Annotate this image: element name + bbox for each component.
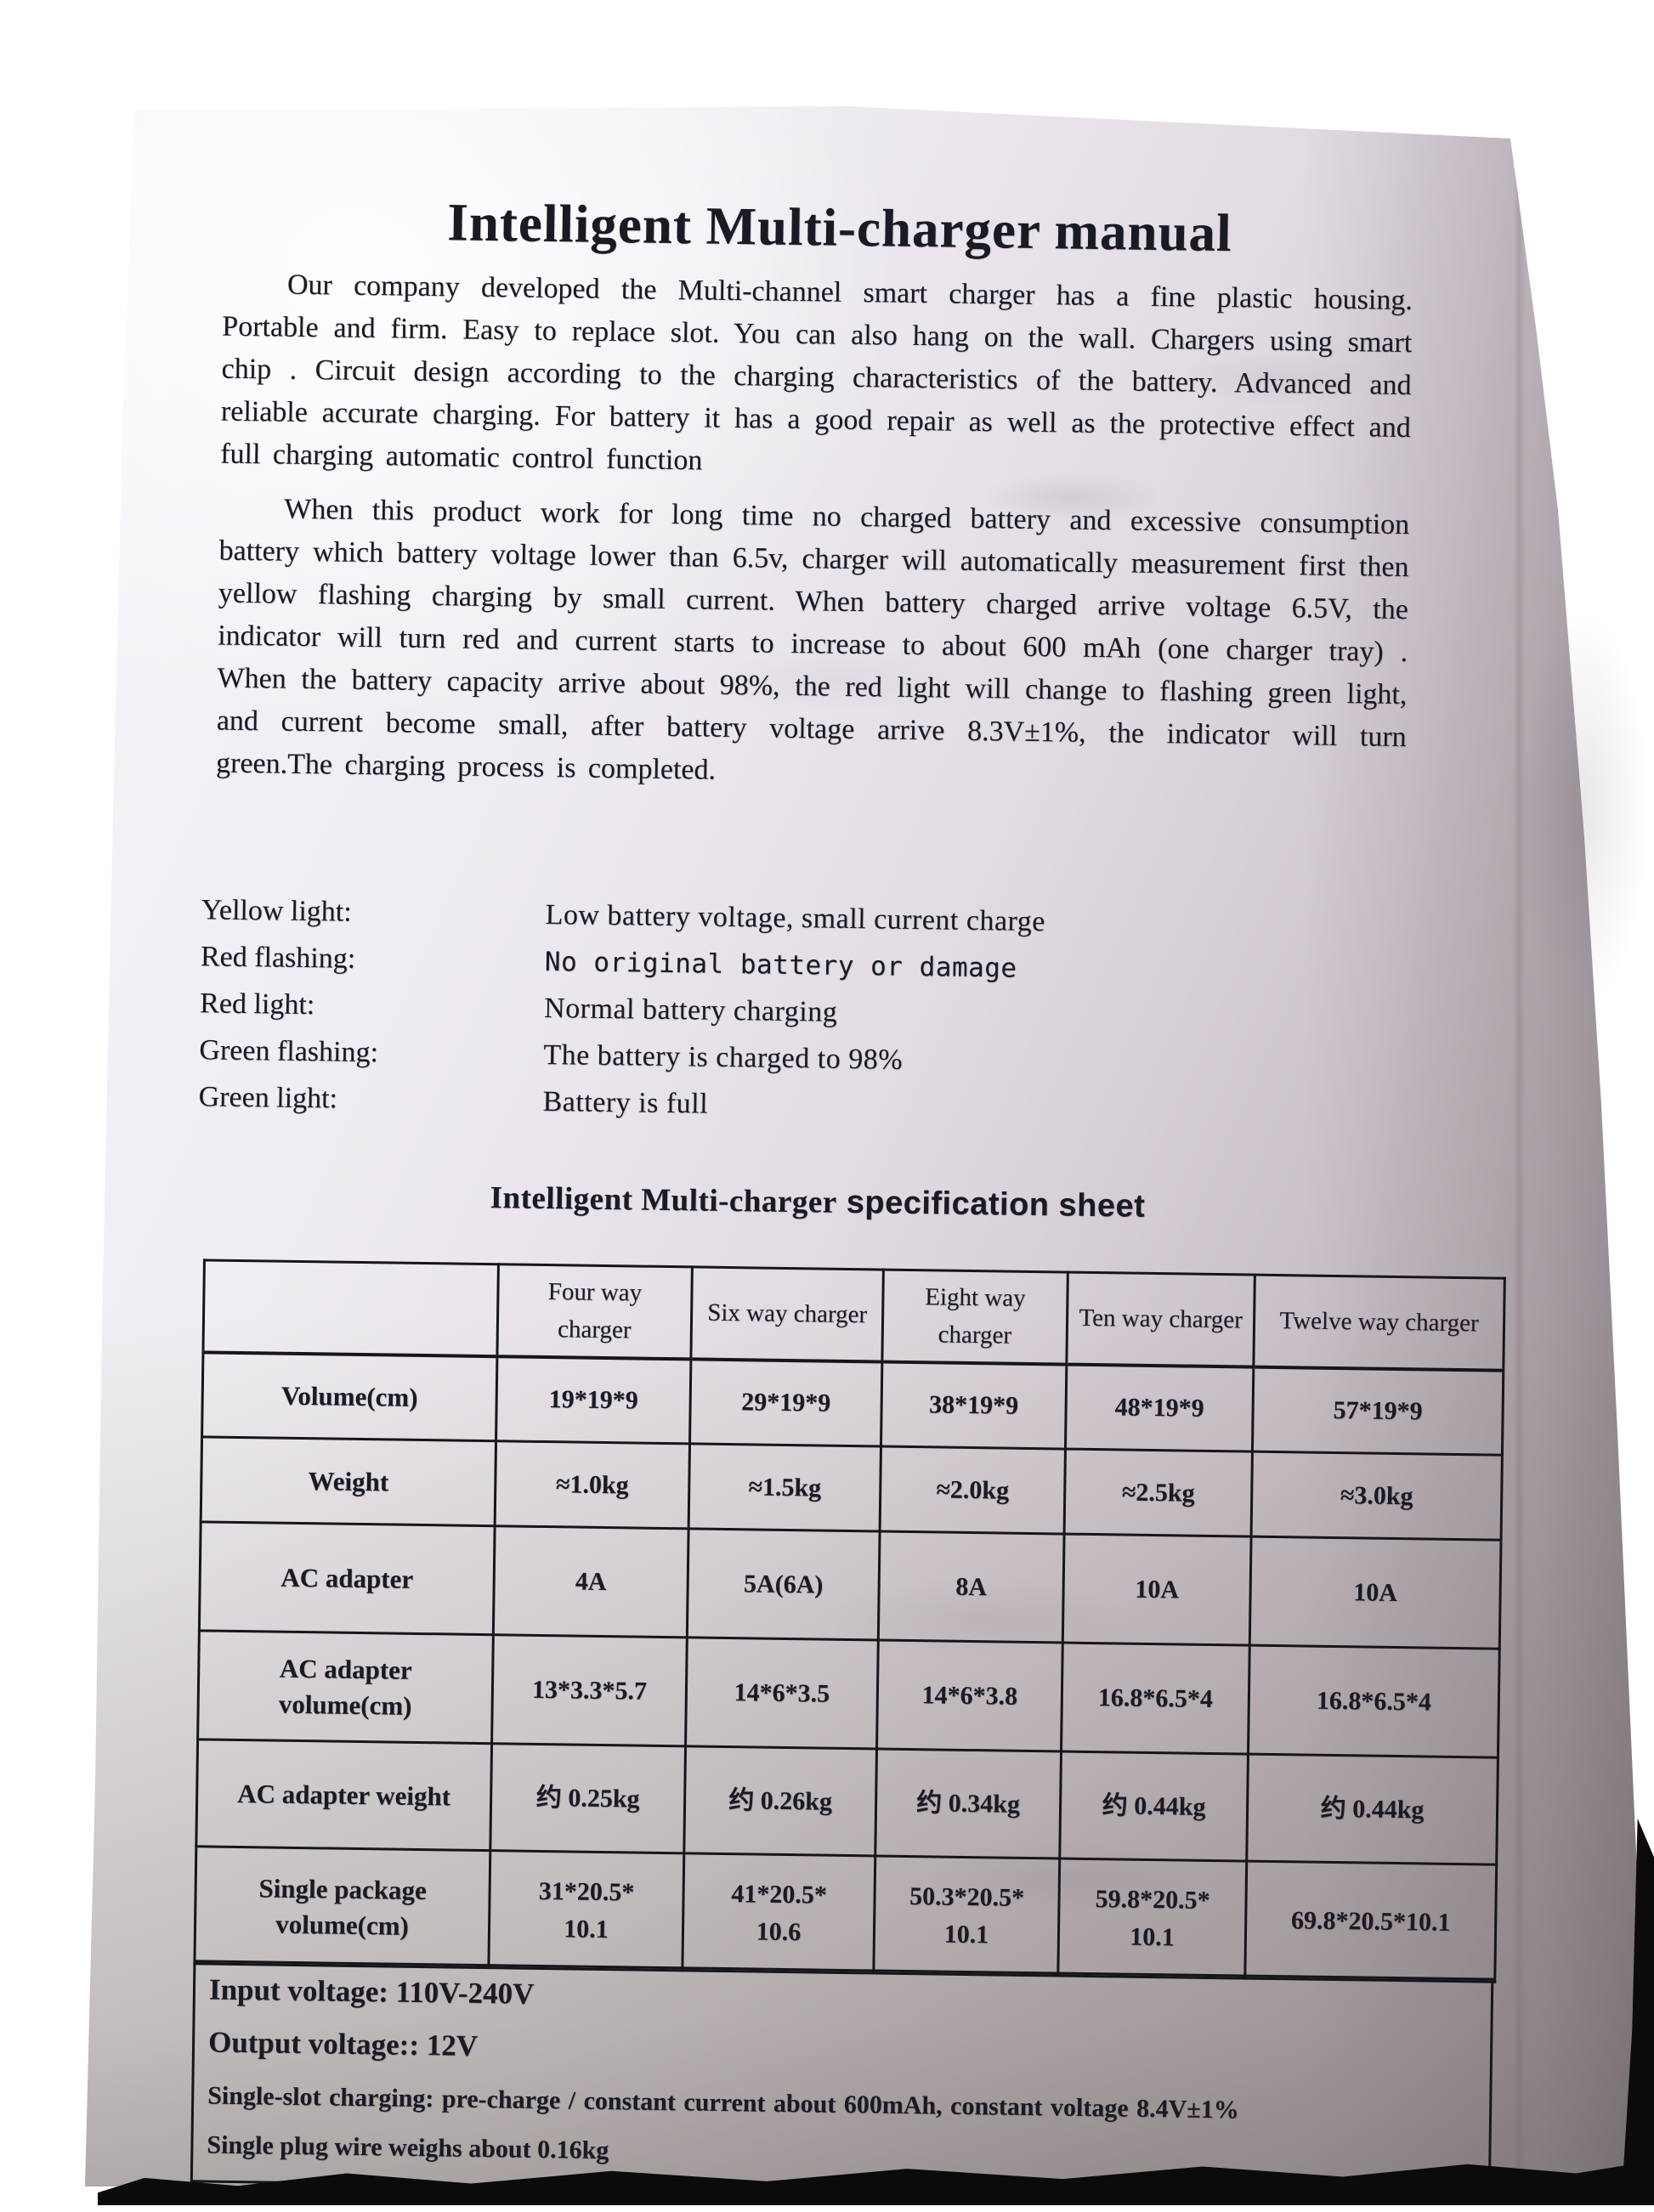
spec-cell: ≈3.0kg bbox=[1251, 1451, 1503, 1541]
spec-cell: 约 0.44kg bbox=[1059, 1751, 1249, 1862]
indicator-desc: Battery is full bbox=[542, 1085, 709, 1120]
spec-cell: 10A bbox=[1249, 1536, 1502, 1649]
table-row-single-package-volume: Single package volume(cm) 31*20.5* 10.1 … bbox=[194, 1846, 1497, 1983]
spec-cell: 约 0.44kg bbox=[1246, 1754, 1498, 1865]
indicator-desc: Low battery voltage, small current charg… bbox=[545, 898, 1046, 938]
spec-cell: 50.3*20.5* 10.1 bbox=[873, 1855, 1060, 1977]
table-row-ac-adapter-weight: AC adapter weight 约 0.25kg 约 0.26kg 约 0.… bbox=[195, 1739, 1498, 1865]
table-corner-cell bbox=[202, 1259, 499, 1356]
spec-cell: 14*6*3.5 bbox=[685, 1637, 879, 1749]
row-label: Weight bbox=[201, 1436, 496, 1526]
indicator-legend: Yellow light: Low battery voltage, small … bbox=[198, 886, 1493, 1138]
row-label: Volume(cm) bbox=[201, 1351, 497, 1441]
spec-cell: 48*19*9 bbox=[1065, 1364, 1254, 1452]
intro-paragraph: Our company developed the Multi-channel … bbox=[219, 269, 1413, 477]
spec-cell: ≈1.0kg bbox=[495, 1440, 690, 1529]
spec-cell: 14*6*3.8 bbox=[876, 1640, 1063, 1752]
spec-cell: 5A(6A) bbox=[687, 1528, 881, 1641]
indicator-label: Red flashing: bbox=[200, 941, 356, 975]
row-label: Single package volume(cm) bbox=[194, 1846, 490, 1968]
indicator-label: Red light: bbox=[199, 987, 315, 1021]
spec-cell: ≈2.0kg bbox=[880, 1446, 1066, 1535]
indicator-label: Green light: bbox=[198, 1081, 338, 1115]
indicator-desc: Normal battery charging bbox=[543, 992, 838, 1028]
spec-cell: 4A bbox=[493, 1525, 689, 1638]
spec-cell: 10A bbox=[1062, 1534, 1252, 1646]
indicator-desc: The battery is charged to 98% bbox=[543, 1038, 903, 1076]
table-header-row: Four way charger Six way charger Eight w… bbox=[202, 1259, 1505, 1371]
spec-cell: 13*3.3*5.7 bbox=[491, 1634, 688, 1746]
row-label: AC adapter weight bbox=[195, 1739, 492, 1851]
specification-table: Four way charger Six way charger Eight w… bbox=[193, 1259, 1505, 1983]
input-voltage-line: Input voltage: 110V-240V bbox=[208, 1972, 535, 2011]
spec-cell: ≈1.5kg bbox=[688, 1443, 881, 1532]
spec-cell: ≈2.5kg bbox=[1064, 1449, 1253, 1537]
spec-cell: 38*19*9 bbox=[881, 1361, 1067, 1450]
spec-heading-serif-part: Intelligent Multi-charger bbox=[490, 1180, 838, 1220]
row-label: AC adapter volume(cm) bbox=[197, 1630, 494, 1744]
indicator-label: Yellow light: bbox=[201, 894, 352, 928]
single-slot-charging-line: Single-slot charging: pre-charge / const… bbox=[207, 2081, 1240, 2124]
row-label: AC adapter bbox=[199, 1521, 496, 1635]
output-voltage-line: Output voltage:: 12V bbox=[207, 2025, 479, 2062]
spec-cell: 8A bbox=[878, 1531, 1065, 1643]
spec-cell: 16.8*6.5*4 bbox=[1248, 1645, 1500, 1758]
spec-cell: 约 0.25kg bbox=[490, 1743, 686, 1853]
col-header-twelve-way: Twelve way charger bbox=[1253, 1275, 1505, 1371]
col-header-four-way: Four way charger bbox=[496, 1264, 693, 1359]
paper-sheet bbox=[85, 106, 1649, 2187]
page-title: Intelligent Multi-charger manual bbox=[446, 192, 1233, 263]
spec-cell: 19*19*9 bbox=[496, 1355, 691, 1444]
spec-cell: 57*19*9 bbox=[1252, 1366, 1504, 1456]
indicator-label: Green flashing: bbox=[199, 1034, 379, 1069]
col-header-six-way: Six way charger bbox=[690, 1266, 884, 1362]
spec-cell: 31*20.5* 10.1 bbox=[488, 1850, 684, 1971]
charging-process-paragraph: When this product work for long time no … bbox=[215, 493, 1410, 786]
spec-heading-sans-part: specification sheet bbox=[836, 1184, 1146, 1225]
spec-sheet-heading: Intelligent Multi-charger specification … bbox=[112, 1174, 1523, 1230]
spec-cell: 59.8*20.5* 10.1 bbox=[1057, 1858, 1247, 1979]
col-header-eight-way: Eight way charger bbox=[881, 1270, 1068, 1365]
electrical-specs-box: Input voltage: 110V-240V Output voltage:… bbox=[190, 1960, 1494, 2201]
plug-wire-weight-line: Single plug wire weighs about 0.16kg bbox=[207, 2130, 609, 2165]
manual-page-content: Intelligent Multi-charger manual Our com… bbox=[99, 102, 1555, 2212]
spec-cell: 约 0.34kg bbox=[875, 1748, 1062, 1859]
spec-cell: 41*20.5* 10.6 bbox=[682, 1853, 875, 1973]
table-row-ac-adapter-volume: AC adapter volume(cm) 13*3.3*5.7 14*6*3.… bbox=[197, 1630, 1500, 1758]
spec-cell: 16.8*6.5*4 bbox=[1061, 1643, 1250, 1755]
spec-cell: 69.8*20.5*10.1 bbox=[1244, 1861, 1497, 1983]
table-row-ac-adapter: AC adapter 4A 5A(6A) 8A 10A 10A bbox=[199, 1521, 1502, 1649]
col-header-ten-way: Ten way charger bbox=[1066, 1272, 1255, 1367]
spec-cell: 约 0.26kg bbox=[683, 1745, 877, 1856]
indicator-desc: No original battery or damage bbox=[544, 946, 1017, 984]
spec-cell: 29*19*9 bbox=[689, 1358, 882, 1447]
